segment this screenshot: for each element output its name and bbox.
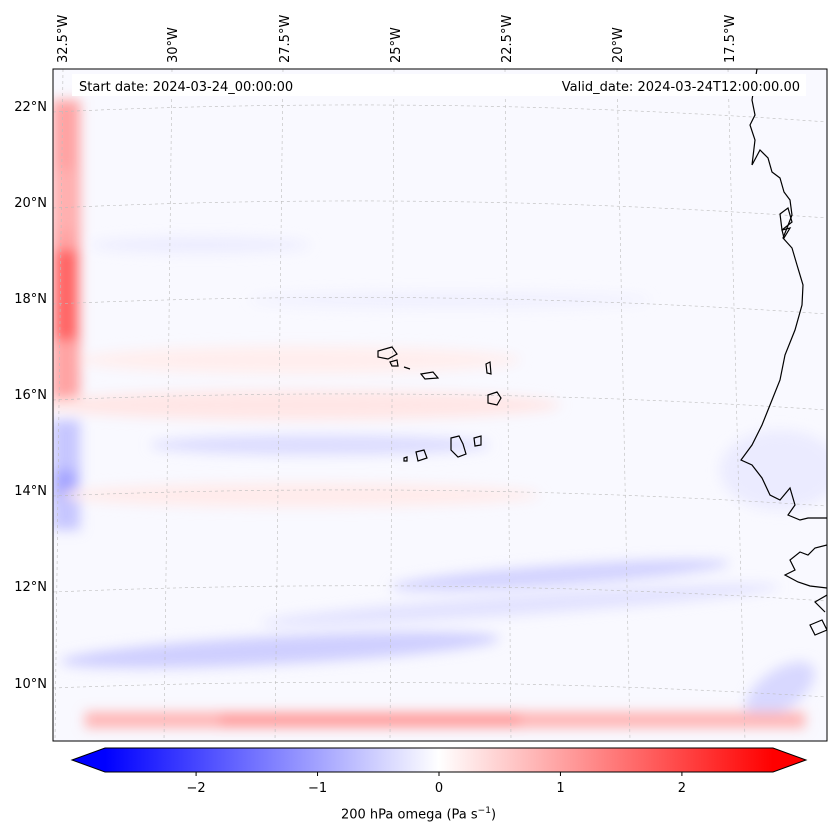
colorbar: −2 −1 0 1 2 [70, 747, 808, 796]
graticule [53, 69, 827, 741]
header-strip [72, 74, 806, 96]
latitude-labels: 22°N 20°N 18°N 16°N 14°N 12°N 10°N [14, 100, 47, 692]
colorbar-tick-label: 1 [556, 781, 564, 796]
colorbar-extend-min [72, 748, 105, 772]
lat-label: 12°N [14, 580, 47, 595]
lon-label: 25°W [389, 27, 404, 63]
lon-label: 17.5°W [723, 15, 738, 63]
start-date-label: Start date: 2024-03-24_00:00:00 [79, 80, 293, 95]
colorbar-title-text: 200 hPa omega (Pa s [340, 807, 478, 823]
colorbar-ticks: −2 −1 0 1 2 [187, 772, 686, 796]
colorbar-body [105, 748, 773, 772]
cape-verde-islands [377, 346, 502, 462]
colorbar-tick-label: 2 [678, 781, 686, 796]
lon-label: 32.5°W [56, 15, 71, 63]
longitude-labels: 32.5°W 30°W 27.5°W 25°W 22.5°W 20°W 17.5… [56, 15, 738, 63]
colorbar-title-exponent: −1 [477, 806, 491, 816]
lat-label: 20°N [14, 196, 47, 211]
valid-date-label: Valid_date: 2024-03-24T12:00:00.00 [562, 80, 800, 95]
map-border [52, 68, 828, 742]
omega-field [53, 100, 827, 728]
lat-label: 10°N [14, 677, 47, 692]
colorbar-extend-max [773, 748, 806, 772]
african-coastline [740, 69, 827, 636]
lon-label: 27.5°W [278, 15, 293, 63]
colorbar-title: 200 hPa omega (Pa s−1) [0, 806, 837, 822]
colorbar-title-suffix: ) [490, 807, 497, 823]
colorbar-outline [70, 747, 808, 773]
lat-label: 22°N [14, 100, 47, 115]
lat-label: 16°N [14, 388, 47, 403]
lat-label: 14°N [14, 484, 47, 499]
lon-label: 30°W [166, 27, 181, 63]
lon-label: 20°W [611, 27, 626, 63]
lon-label: 22.5°W [500, 15, 515, 63]
colorbar-tick-label: −2 [187, 781, 206, 796]
colorbar-tick-label: 0 [435, 781, 443, 796]
colorbar-tick-label: −1 [308, 781, 327, 796]
lat-label: 18°N [14, 292, 47, 307]
